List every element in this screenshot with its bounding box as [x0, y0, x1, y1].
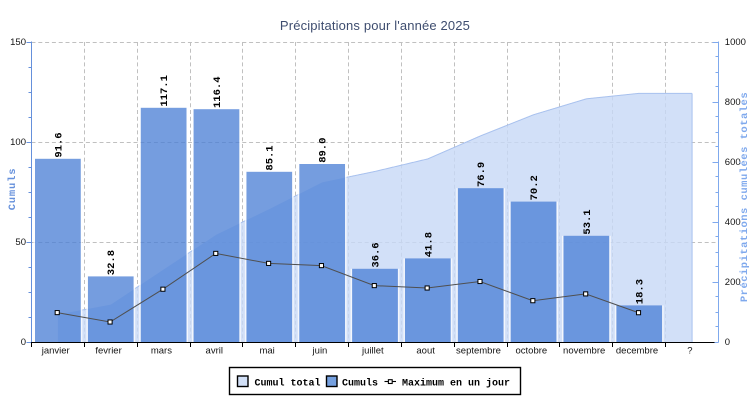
svg-text:400: 400	[725, 217, 741, 228]
svg-text:Précipitations cumulées totale: Précipitations cumulées totales	[739, 92, 750, 302]
svg-text:Maximum en un jour: Maximum en un jour	[402, 378, 510, 390]
svg-text:76.9: 76.9	[476, 162, 488, 187]
svg-text:octobre: octobre	[515, 346, 547, 357]
svg-text:41.8: 41.8	[423, 232, 435, 257]
svg-text:85.1: 85.1	[265, 145, 277, 170]
svg-text:1000: 1000	[725, 37, 746, 48]
svg-text:150: 150	[10, 37, 26, 48]
svg-text:aout: aout	[416, 346, 435, 357]
svg-text:200: 200	[725, 277, 741, 288]
svg-text:juin: juin	[312, 346, 328, 357]
svg-text:600: 600	[725, 157, 741, 168]
svg-text:50: 50	[15, 237, 26, 248]
svg-text:0: 0	[21, 337, 26, 348]
svg-text:mars: mars	[151, 346, 172, 357]
svg-text:Cumuls: Cumuls	[342, 378, 378, 390]
svg-text:100: 100	[10, 137, 26, 148]
svg-text:18.3: 18.3	[635, 279, 647, 304]
svg-text:32.8: 32.8	[106, 250, 118, 275]
svg-text:septembre: septembre	[456, 346, 501, 357]
svg-text:novembre: novembre	[563, 346, 605, 357]
svg-text:Cumuls: Cumuls	[7, 168, 19, 211]
svg-text:Cumul total: Cumul total	[255, 378, 321, 390]
svg-text:mai: mai	[259, 346, 274, 357]
svg-text:juillet: juillet	[361, 346, 384, 357]
svg-text:decembre: decembre	[616, 346, 658, 357]
svg-text:avril: avril	[206, 346, 223, 357]
svg-text:janvier: janvier	[41, 346, 70, 357]
svg-text:117.1: 117.1	[159, 75, 171, 107]
svg-text:0: 0	[725, 337, 730, 348]
svg-text:116.4: 116.4	[212, 76, 224, 108]
svg-text:36.6: 36.6	[370, 242, 382, 267]
svg-text:Précipitations pour l'année 20: Précipitations pour l'année 2025	[280, 18, 470, 33]
svg-text:70.2: 70.2	[529, 175, 541, 200]
svg-text:89.0: 89.0	[318, 138, 330, 163]
svg-text:53.1: 53.1	[582, 209, 594, 234]
svg-text:91.6: 91.6	[53, 132, 65, 157]
svg-text:?: ?	[687, 346, 692, 357]
svg-text:800: 800	[725, 97, 741, 108]
svg-text:fevrier: fevrier	[95, 346, 121, 357]
